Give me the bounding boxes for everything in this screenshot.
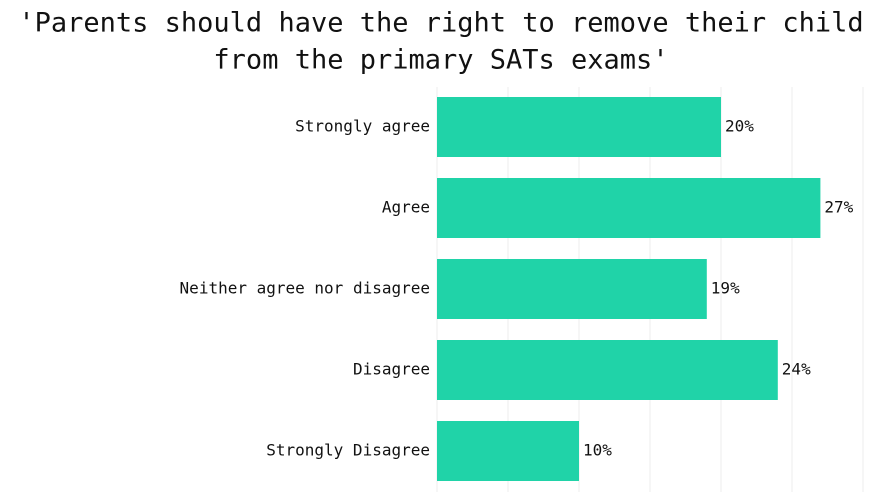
chart-title: 'Parents should have the right to remove… [18, 8, 863, 39]
y-tick-label: Strongly agree [295, 117, 430, 136]
value-label: 24% [782, 360, 811, 379]
bar [437, 421, 579, 481]
value-label: 20% [725, 117, 754, 136]
bar [437, 97, 721, 157]
y-tick-label: Neither agree nor disagree [180, 279, 430, 298]
chart-title: from the primary SATs exams' [213, 45, 668, 76]
y-tick-label: Disagree [353, 360, 430, 379]
bar [437, 178, 821, 238]
value-label: 19% [711, 279, 740, 298]
y-tick-label: Strongly Disagree [266, 441, 430, 460]
y-tick-label: Agree [382, 198, 430, 217]
value-label: 27% [824, 198, 853, 217]
bar [437, 259, 707, 319]
bar [437, 340, 778, 400]
value-label: 10% [583, 441, 612, 460]
